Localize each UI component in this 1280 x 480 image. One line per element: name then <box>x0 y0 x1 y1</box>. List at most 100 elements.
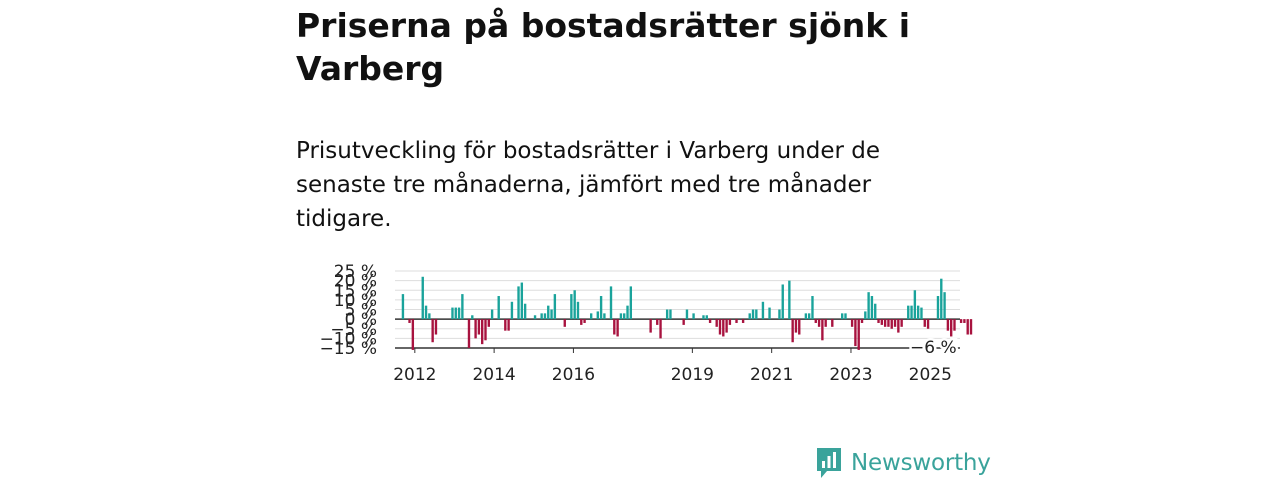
bar <box>824 319 827 327</box>
bar <box>457 307 461 320</box>
bar <box>596 311 599 320</box>
bar <box>547 305 550 320</box>
bar <box>477 319 481 335</box>
bar <box>920 307 923 320</box>
bar <box>616 319 619 337</box>
bar <box>702 315 705 320</box>
bar <box>748 313 751 320</box>
bar <box>467 319 471 348</box>
bar <box>408 319 411 323</box>
last-value-label: −6 % <box>910 338 957 358</box>
bar <box>913 290 917 320</box>
bar <box>520 282 524 320</box>
bar <box>897 319 900 333</box>
bar <box>844 313 847 320</box>
bar <box>659 319 662 339</box>
y-tick-label: 25 % <box>334 262 377 282</box>
bar <box>794 319 798 333</box>
y-tick-label: 20 % <box>334 272 377 292</box>
bar <box>573 290 576 320</box>
bar <box>589 313 593 320</box>
bars-group <box>401 276 973 350</box>
bar <box>959 319 963 323</box>
bar <box>656 319 659 325</box>
bar <box>665 309 669 320</box>
bar <box>791 319 794 343</box>
bar <box>761 301 765 320</box>
y-axis-ticks: 25 %20 %15 %10 %5 %0 %−5 %−10 %−15 % <box>320 262 377 359</box>
x-tick-label: 2012 <box>393 365 436 385</box>
bar <box>841 313 844 320</box>
bar <box>831 319 834 327</box>
bar <box>583 319 586 323</box>
bar <box>411 319 415 350</box>
bar <box>543 313 547 320</box>
bar <box>883 319 887 327</box>
bar <box>431 319 434 343</box>
bar <box>576 301 580 320</box>
bar <box>523 303 527 320</box>
bar <box>401 294 405 320</box>
bar <box>877 319 880 323</box>
bar <box>599 296 603 320</box>
y-tick-label: 15 % <box>334 281 377 301</box>
bar <box>860 319 864 323</box>
bar <box>953 319 956 331</box>
bar <box>880 319 884 325</box>
bar <box>722 319 725 337</box>
bar <box>609 286 613 320</box>
bar <box>507 319 510 331</box>
bar <box>778 309 781 320</box>
bar <box>963 319 966 323</box>
bar <box>926 319 930 329</box>
bar <box>916 305 920 320</box>
bar <box>424 305 428 320</box>
bar <box>768 307 771 320</box>
x-tick-label: 2021 <box>750 365 793 385</box>
bar <box>510 301 514 320</box>
bar <box>490 309 494 320</box>
bar <box>867 292 870 320</box>
chart-title: Priserna på bostadsrätter sjönk i Varber… <box>296 6 911 88</box>
bar <box>629 286 633 320</box>
x-tick-label: 2023 <box>829 365 872 385</box>
y-tick-label: −10 % <box>320 329 377 349</box>
bar <box>946 319 950 331</box>
bar <box>481 319 484 345</box>
bar <box>850 319 854 327</box>
x-tick-label: 2016 <box>552 365 595 385</box>
bar <box>517 286 520 320</box>
bar <box>461 294 464 320</box>
bar <box>580 319 583 325</box>
bar <box>682 319 685 325</box>
bar <box>603 313 606 320</box>
bar <box>533 315 537 320</box>
bar <box>870 296 874 320</box>
bar <box>969 319 973 335</box>
bar <box>623 313 626 320</box>
bar <box>807 313 811 320</box>
last-value-annotation: −6 % <box>908 336 960 361</box>
x-tick-label: 2014 <box>472 365 515 385</box>
bar <box>804 313 808 320</box>
bar <box>685 309 689 320</box>
bar <box>788 280 791 320</box>
bar <box>540 313 543 320</box>
newsworthy-logo-text: Newsworthy <box>851 450 991 476</box>
bar <box>705 315 708 320</box>
bar <box>923 319 926 327</box>
bar <box>471 315 474 320</box>
bar <box>854 319 857 347</box>
y-tick-label: −5 % <box>330 320 377 340</box>
bar <box>715 319 718 327</box>
bar <box>649 319 652 333</box>
bar <box>890 319 893 329</box>
bar <box>966 319 969 335</box>
bar <box>864 311 867 320</box>
bar <box>950 319 953 337</box>
newsworthy-logo: Newsworthy <box>815 446 991 480</box>
bar <box>504 319 507 331</box>
y-tick-label: −15 % <box>320 339 377 359</box>
bar <box>570 294 573 320</box>
